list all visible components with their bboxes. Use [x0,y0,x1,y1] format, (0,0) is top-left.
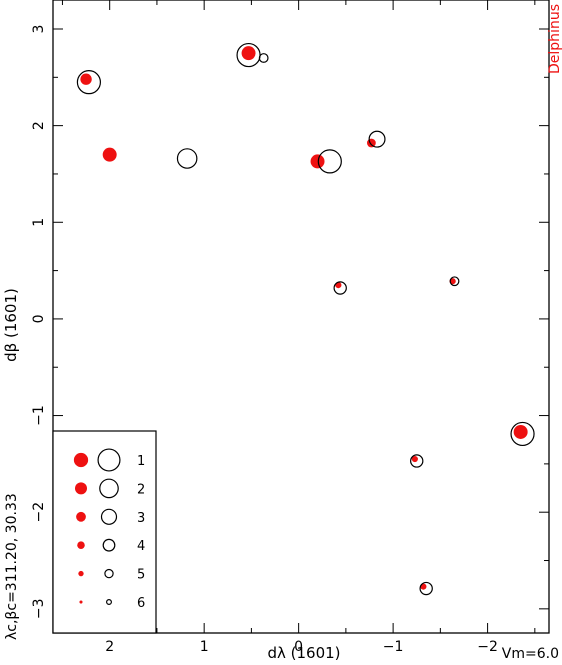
open-star-marker [368,130,386,148]
x-tick-label: −1 [383,639,404,655]
axes: 2 1 0 −1 −2 3 2 1 0 −1 −2 −3 [31,0,550,655]
x-tick-label: −2 [477,639,498,655]
legend-open-marker [97,448,121,472]
filled-star-marker [241,46,256,61]
legend: 1 2 3 4 5 6 [52,430,157,634]
filled-star-marker [102,147,117,162]
open-star-marker [176,148,198,169]
x-tick-label: 1 [200,639,209,655]
legend-open-marker [104,568,114,579]
legend-box [52,430,157,634]
filled-star-marker [310,154,325,169]
open-star-marker [76,70,102,95]
y-tick-label: −1 [31,405,47,426]
legend-filled-marker [76,511,86,522]
legend-open-marker [102,538,116,552]
legend-open-marker [100,508,118,525]
legend-label: 6 [137,596,145,611]
center-coordinates-label: λc,βc=311.20, 30.33 [4,493,20,640]
filled-star-marker [411,455,418,463]
y-tick-label: −3 [31,599,47,620]
open-star-marker [258,53,269,63]
y-tick-label: 2 [31,121,47,130]
legend-open-marker [99,478,119,499]
open-star-marker [317,149,342,174]
legend-filled-marker [73,452,89,468]
legend-label: 2 [137,482,145,497]
x-tick-label: 2 [105,639,114,655]
x-tick-label: 0 [294,639,303,655]
plot-frame [52,0,550,634]
legend-filled-marker [78,570,84,577]
filled-star-marker [513,425,528,439]
chart-title: Delphinus [547,4,562,74]
magnitude-limit-label: Vm=6.0 [502,646,559,662]
legend-filled-marker [74,482,88,495]
filled-star-marker [449,278,456,285]
open-star-marker [410,454,424,468]
legend-label: 5 [137,568,145,583]
legend-filled-marker [77,541,85,549]
legend-label: 3 [137,511,145,526]
x-axis-label: dλ (1601) [267,644,340,662]
legend-filled-marker [79,600,83,604]
y-tick-label: −2 [31,502,47,523]
open-star-marker [449,276,460,287]
y-tick-label: 0 [31,314,47,323]
data-points [76,42,535,596]
filled-star-marker [80,73,92,85]
y-tick-label: 3 [31,25,47,34]
y-tick-label: 1 [31,218,47,227]
open-star-marker [419,581,433,596]
legend-label: 4 [137,539,145,554]
open-star-marker [510,421,535,447]
legend-open-marker [106,599,112,605]
legend-label: 1 [137,454,145,469]
y-axis-label: dβ (1601) [2,288,20,362]
open-star-marker [333,281,347,295]
